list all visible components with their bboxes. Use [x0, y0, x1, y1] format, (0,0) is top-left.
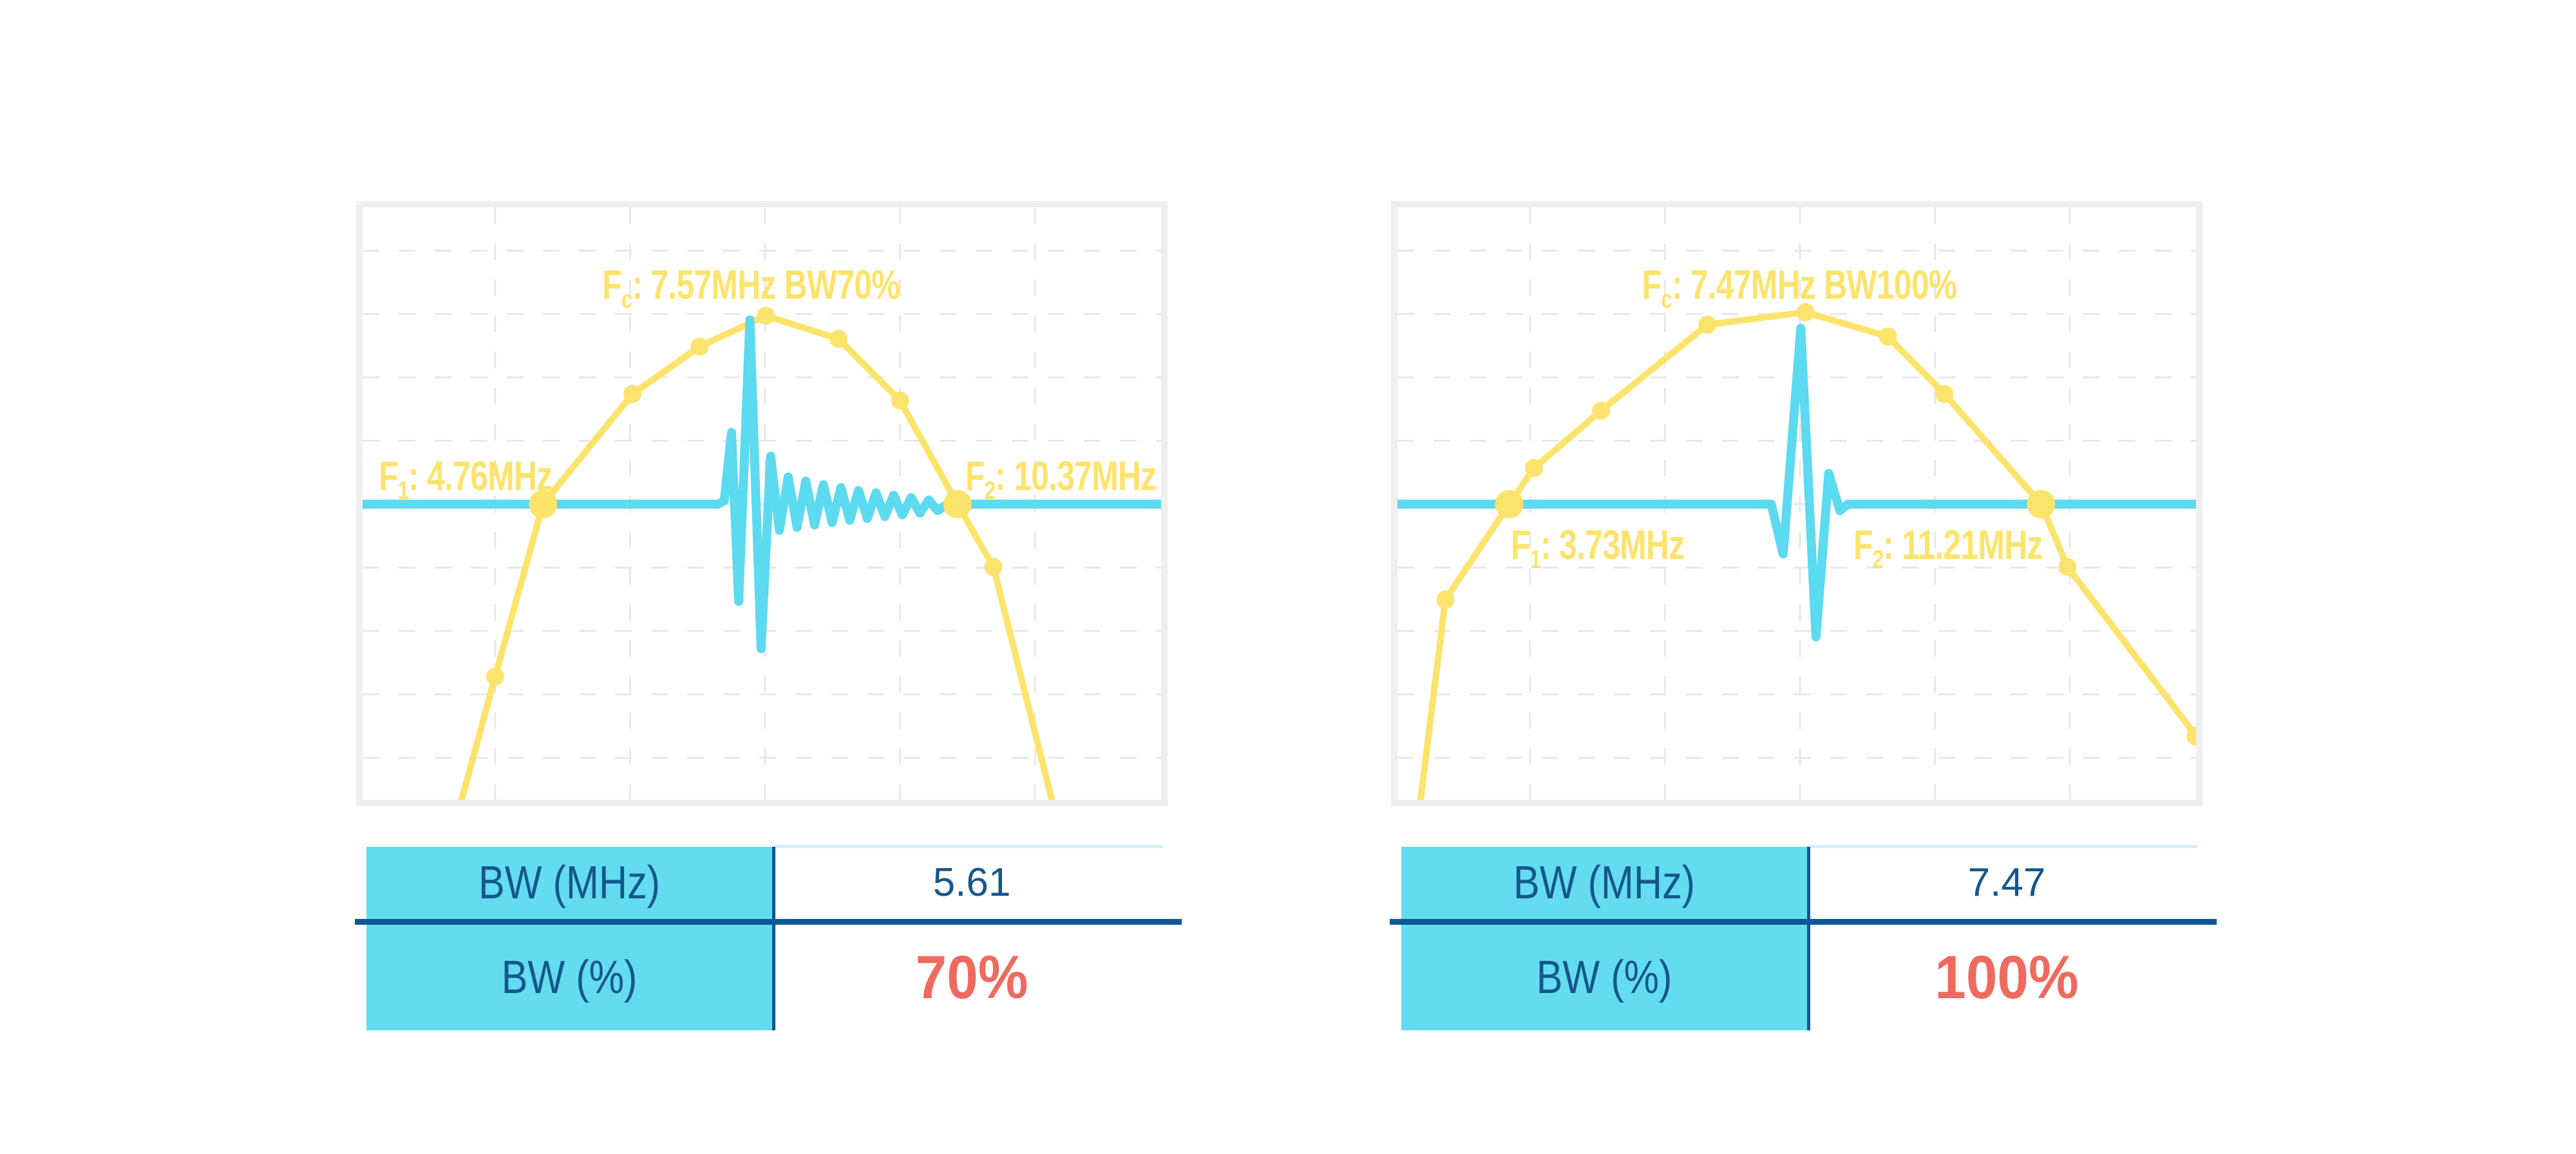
- spectrum-marker-dot: [984, 558, 1003, 576]
- bw-pct-value: 100%: [1935, 943, 2079, 1012]
- f2-annotation-sub: 2: [1872, 545, 1884, 574]
- spectrum-marker-dot: [1592, 401, 1611, 420]
- plot-svg-bw70: [363, 207, 1161, 800]
- spectrum-marker-dot: [757, 307, 775, 325]
- f2-annotation-rest: : 10.37MHz: [995, 452, 1157, 499]
- bw-pct-label: BW (%): [501, 952, 638, 1003]
- table-top-border: [772, 845, 1162, 848]
- table-row-divider: [355, 919, 1182, 925]
- spectrum-marker-dot: [623, 384, 642, 403]
- spectrum-marker-dot: [2058, 558, 2077, 576]
- fc-annotation-rest: : 7.57MHz BW70%: [631, 261, 900, 308]
- f1-annotation-sub: 1: [397, 476, 409, 505]
- f1-annotation-rest: : 4.76MHz: [408, 452, 553, 499]
- f1-annotation: F1: 3.73MHz: [1511, 522, 1685, 572]
- spectrum-marker-dot: [2027, 489, 2056, 518]
- f1-annotation-sub: 1: [1530, 545, 1541, 574]
- bw-mhz-label: BW (MHz): [1513, 857, 1696, 909]
- bw-pct-label: BW (%): [1536, 952, 1672, 1003]
- spectrum-marker-dot: [943, 489, 972, 518]
- table-top-border: [1807, 845, 2197, 848]
- fc-annotation-f: F: [1642, 261, 1662, 308]
- spectrum-marker-dot: [829, 330, 848, 348]
- table-row-divider: [1390, 919, 2217, 925]
- f1-annotation-rest: : 3.73MHz: [1540, 522, 1685, 569]
- f1-annotation-f: F: [378, 452, 398, 499]
- spectrum-marker-dot: [529, 489, 558, 518]
- fc-annotation-sub: c: [621, 285, 632, 314]
- bw-mhz-value: 7.47: [1967, 860, 2046, 905]
- spectrum-marker-dot: [2186, 726, 2196, 746]
- f2-annotation-rest: : 11.21MHz: [1883, 522, 2043, 569]
- fc-annotation-rest: : 7.47MHz BW100%: [1671, 261, 1957, 308]
- chart-panel-bw70: Fc: 7.57MHz BW70% F1: 4.76MHz F2: 10.37M…: [355, 201, 1182, 1038]
- f2-annotation-f: F: [1853, 522, 1873, 569]
- f2-annotation: F2: 11.21MHz: [1853, 522, 2043, 572]
- bw-mhz-value: 5.61: [933, 860, 1011, 905]
- fc-annotation: Fc: 7.47MHz BW100%: [1642, 261, 1957, 312]
- plot-area-bw100: Fc: 7.47MHz BW100% F1: 3.73MHz F2: 11.21…: [1391, 201, 2202, 806]
- table-column-divider: [1807, 847, 1810, 1030]
- bw-mhz-label: BW (MHz): [478, 857, 661, 909]
- spectrum-marker-dot: [1879, 327, 1897, 346]
- plot-area-bw70: Fc: 7.57MHz BW70% F1: 4.76MHz F2: 10.37M…: [356, 201, 1168, 806]
- fc-annotation-f: F: [601, 261, 621, 308]
- table-label-column: [1401, 847, 1807, 1030]
- spectrum-marker-dot: [1525, 459, 1543, 477]
- f2-annotation-f: F: [965, 452, 985, 499]
- f2-annotation-sub: 2: [984, 476, 996, 505]
- f1-annotation: F1: 4.76MHz: [378, 452, 553, 504]
- spectrum-marker-dot: [1698, 316, 1717, 334]
- spectrum-marker-dot: [1796, 303, 1815, 321]
- fc-annotation: Fc: 7.57MHz BW70%: [601, 261, 900, 312]
- table-label-column: [366, 847, 772, 1030]
- pulse-waveform: [1397, 323, 2196, 641]
- spectrum-marker-dot: [1935, 384, 1954, 403]
- bw-table-100: BW (MHz) BW (%) 7.47 100%: [1390, 845, 2217, 1030]
- spectrum-marker-dot: [690, 337, 709, 356]
- plot-svg-bw100: [1397, 207, 2196, 800]
- pulse-waveform: [363, 315, 1161, 654]
- bw-pct-value: 70%: [915, 943, 1028, 1012]
- chart-panel-bw100: Fc: 7.47MHz BW100% F1: 3.73MHz F2: 11.21…: [1390, 201, 2217, 1038]
- spectrum-marker-dot: [1495, 489, 1524, 518]
- spectrum-marker-dot: [1436, 591, 1455, 609]
- spectrum-marker-dot: [486, 667, 504, 686]
- table-column-divider: [772, 847, 775, 1030]
- fc-annotation-sub: c: [1661, 285, 1672, 314]
- spectrum-marker-dot: [891, 391, 909, 410]
- f1-annotation-f: F: [1511, 522, 1530, 569]
- bw-table-70: BW (MHz) BW (%) 5.61 70%: [355, 845, 1182, 1030]
- f2-annotation: F2: 10.37MHz: [965, 452, 1157, 504]
